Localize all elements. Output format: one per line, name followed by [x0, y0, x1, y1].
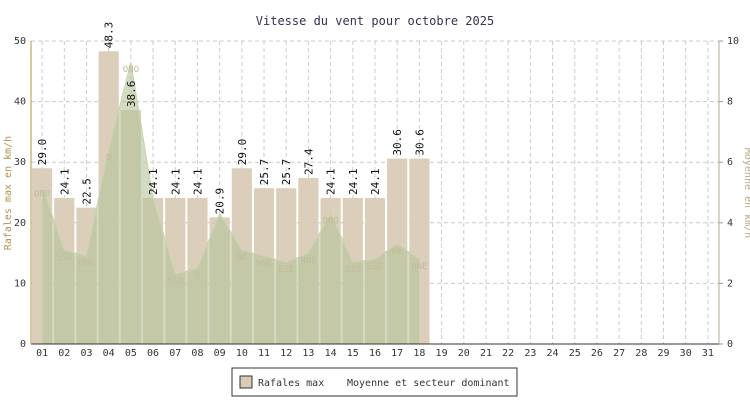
direction-label: NE [392, 247, 403, 257]
x-tick-label: 11 [258, 348, 270, 359]
value-label: 38.6 [125, 81, 138, 108]
direction-label: SSO [167, 277, 183, 287]
value-label: 48.3 [103, 22, 116, 49]
x-tick-label: 12 [280, 348, 292, 359]
legend-label: Rafales max [258, 378, 324, 389]
x-tick-label: 27 [613, 348, 625, 359]
y-tick-label: 50 [14, 36, 26, 47]
x-tick-label: 22 [502, 348, 514, 359]
value-label: 29.0 [236, 139, 249, 166]
y-tick-label: 30 [14, 157, 26, 168]
x-tick-label: 03 [80, 348, 92, 359]
direction-label: ESE [278, 265, 294, 275]
legend [231, 367, 518, 397]
x-tick-label: 08 [191, 348, 203, 359]
y2-tick-label: 0 [727, 339, 733, 350]
y-tick-label: 20 [14, 218, 26, 229]
direction-label: NNE [300, 256, 316, 266]
value-label: 24.1 [58, 168, 71, 195]
value-label: 20.9 [214, 188, 227, 215]
value-label: 24.1 [169, 168, 182, 195]
value-label: 30.6 [391, 129, 404, 156]
x-tick-label: 24 [547, 348, 559, 359]
direction-label: ESE [367, 262, 383, 272]
x-tick-label: 04 [103, 348, 115, 359]
x-tick-label: 10 [236, 348, 248, 359]
value-label: 29.0 [36, 139, 49, 166]
direction-label: NO [236, 253, 247, 263]
y2-tick-label: 6 [727, 157, 733, 168]
value-label: 25.7 [280, 159, 293, 186]
x-tick-label: 23 [524, 348, 536, 359]
x-tick-label: 17 [391, 348, 403, 359]
y-tick-label: 0 [20, 339, 26, 350]
y-axis-label: Rafales max en km/h [3, 136, 14, 250]
direction-label: O [106, 153, 111, 163]
x-tick-label: 14 [325, 348, 337, 359]
direction-label: ONO [123, 65, 139, 75]
direction-label: ONO [34, 189, 50, 199]
direction-label: S [195, 271, 200, 281]
y2-tick-label: 8 [727, 97, 733, 108]
mean-area [41, 62, 420, 345]
y-tick-label: 10 [14, 278, 26, 289]
x-tick-label: 16 [369, 348, 381, 359]
value-label: 22.5 [80, 178, 93, 205]
direction-label: NNE [256, 259, 272, 269]
x-tick-label: 05 [125, 348, 137, 359]
y2-tick-label: 2 [727, 278, 733, 289]
legend-swatch [239, 375, 253, 389]
x-tick-label: 06 [147, 348, 159, 359]
x-tick-label: 30 [680, 348, 692, 359]
direction-label: ONO [322, 217, 338, 227]
x-tick-label: 25 [569, 348, 581, 359]
y-tick-label: 40 [14, 97, 26, 108]
direction-label: NNE [411, 262, 427, 272]
x-tick-label: 19 [436, 348, 448, 359]
x-tick-label: 15 [347, 348, 359, 359]
chart-title: Vitesse du vent pour octobre 2025 [256, 14, 494, 28]
y2-tick-label: 4 [727, 218, 733, 229]
x-tick-label: 20 [458, 348, 470, 359]
x-tick-label: 13 [302, 348, 314, 359]
x-tick-label: 28 [635, 348, 647, 359]
value-label: 27.4 [302, 148, 315, 175]
y2-tick-label: 10 [727, 36, 739, 47]
direction-label: OSO [345, 265, 361, 275]
x-tick-label: 01 [36, 348, 48, 359]
value-label: 24.1 [347, 168, 360, 195]
value-label: 24.1 [147, 168, 160, 195]
x-tick-label: 09 [214, 348, 226, 359]
value-label: 24.1 [191, 168, 204, 195]
x-tick-label: 29 [657, 348, 669, 359]
x-tick-label: 21 [480, 348, 492, 359]
y2-axis-label: Moyenne en km/h [742, 148, 750, 238]
x-tick-label: 31 [702, 348, 714, 359]
x-tick-label: 26 [591, 348, 603, 359]
legend-label: Moyenne et secteur dominant [347, 378, 510, 389]
value-label: 24.1 [325, 168, 338, 195]
value-label: 30.6 [413, 129, 426, 156]
x-tick-label: 02 [58, 348, 70, 359]
direction-label: ONO [78, 259, 94, 269]
x-tick-label: 18 [413, 348, 425, 359]
direction-label: SSO [56, 253, 72, 263]
value-label: 25.7 [258, 159, 271, 186]
value-label: 24.1 [369, 168, 382, 195]
x-tick-label: 07 [169, 348, 181, 359]
